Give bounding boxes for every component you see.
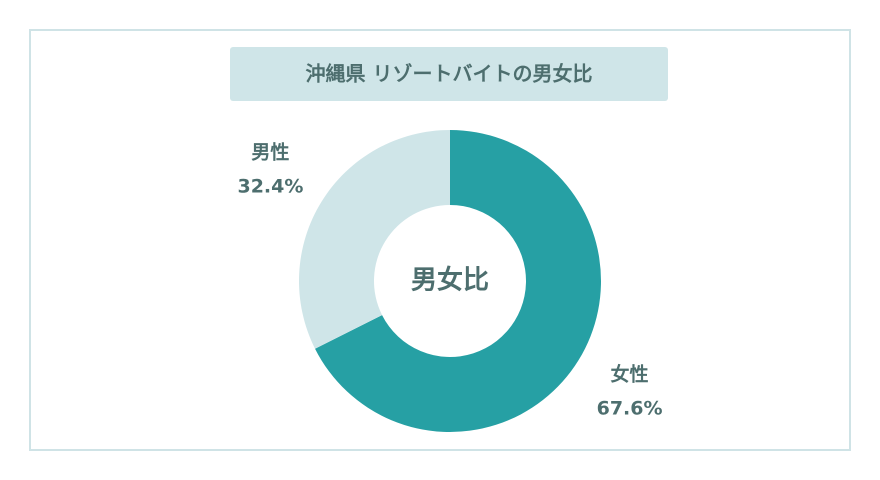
- value-label: 67.6%: [597, 397, 663, 419]
- chart-title: 沖縄県 リゾートバイトの男女比: [306, 62, 593, 86]
- center-label: 男女比: [411, 265, 489, 296]
- wedge: [315, 130, 601, 432]
- category-label: 女性: [611, 362, 649, 385]
- category-label: 男性: [251, 141, 289, 164]
- value-label: 32.4%: [237, 176, 303, 198]
- wedge: [298, 130, 450, 349]
- title-box: [230, 47, 668, 101]
